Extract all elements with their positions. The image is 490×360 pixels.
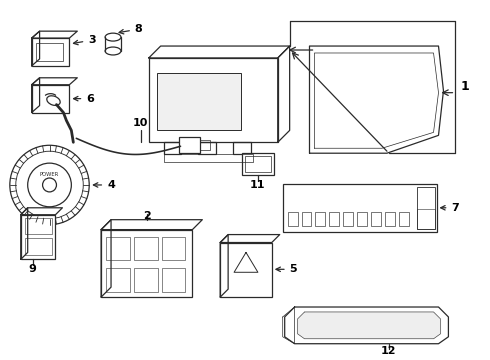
Bar xyxy=(357,212,367,226)
Bar xyxy=(385,212,395,226)
Bar xyxy=(162,237,185,260)
Bar xyxy=(106,237,130,260)
Bar xyxy=(343,212,353,226)
Text: POWER: POWER xyxy=(40,172,59,176)
Text: 12: 12 xyxy=(381,346,396,356)
Bar xyxy=(316,212,325,226)
Bar xyxy=(178,137,200,153)
Polygon shape xyxy=(297,312,441,339)
Bar xyxy=(32,85,70,113)
Bar xyxy=(149,58,278,142)
Bar xyxy=(24,218,51,234)
Text: 5: 5 xyxy=(276,264,297,274)
Bar xyxy=(36,43,63,61)
Bar xyxy=(106,268,130,292)
Text: 3: 3 xyxy=(74,35,96,45)
Bar xyxy=(198,142,216,154)
Bar xyxy=(134,268,158,292)
Bar xyxy=(157,73,241,130)
Bar xyxy=(32,38,70,66)
Bar xyxy=(399,212,409,226)
Text: 8: 8 xyxy=(119,24,143,34)
Text: 11: 11 xyxy=(250,180,266,190)
Bar xyxy=(21,215,55,260)
Text: 2: 2 xyxy=(143,211,150,221)
Bar xyxy=(416,187,435,229)
Text: 1: 1 xyxy=(461,80,469,93)
Bar xyxy=(134,237,158,260)
Text: 7: 7 xyxy=(441,203,459,213)
Text: 6: 6 xyxy=(74,94,94,104)
Bar xyxy=(288,212,297,226)
Text: 4: 4 xyxy=(94,180,115,190)
Bar xyxy=(371,212,381,226)
Bar xyxy=(101,230,193,297)
Bar xyxy=(24,238,51,255)
Bar xyxy=(200,140,210,150)
Bar xyxy=(164,142,181,154)
Bar xyxy=(245,156,271,172)
Bar xyxy=(283,184,437,231)
Bar xyxy=(220,243,272,297)
Bar xyxy=(329,212,339,226)
Bar xyxy=(416,209,435,229)
Bar xyxy=(242,153,274,175)
Bar xyxy=(301,212,312,226)
Bar xyxy=(233,142,251,154)
Text: 9: 9 xyxy=(29,264,37,274)
Text: 10: 10 xyxy=(133,118,148,129)
Bar xyxy=(162,268,185,292)
